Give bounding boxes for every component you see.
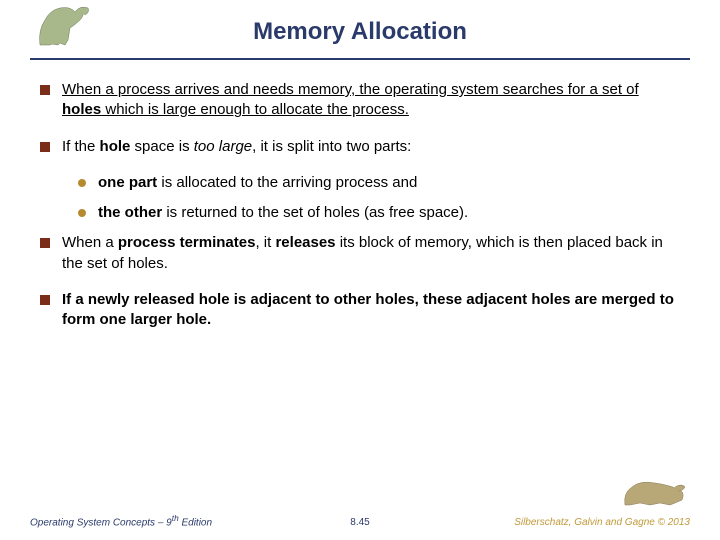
slide: Memory Allocation When a process arrives… xyxy=(0,0,720,540)
text-bold: process terminates xyxy=(118,234,256,251)
text-bold: one part xyxy=(98,174,157,191)
sub-bullet-item: one part is allocated to the arriving pr… xyxy=(78,173,680,193)
header: Memory Allocation xyxy=(30,0,690,60)
sub-bullet-text: the other is returned to the set of hole… xyxy=(98,203,680,223)
square-bullet-icon xyxy=(40,85,50,95)
text-span: is returned to the set of holes (as free… xyxy=(162,204,468,221)
bullet-item: When a process arrives and needs memory,… xyxy=(40,80,680,121)
square-bullet-icon xyxy=(40,295,50,305)
bullet-text: If a newly released hole is adjacent to … xyxy=(62,290,680,331)
footer-right-text: Silberschatz, Galvin and Gagne © 2013 xyxy=(514,517,690,528)
text-span: When a xyxy=(62,234,118,251)
dinosaur-left-icon xyxy=(30,0,100,50)
text-span: If the xyxy=(62,138,100,155)
bullet-text: When a process terminates, it releases i… xyxy=(62,233,680,274)
text-span: When a process arrives and needs memory,… xyxy=(62,81,639,98)
text-span: Edition xyxy=(179,517,212,528)
sub-bullet-item: the other is returned to the set of hole… xyxy=(78,203,680,223)
text-italic: too large xyxy=(194,138,252,155)
footer-left-text: Operating System Concepts – 9th Edition xyxy=(30,513,212,528)
bullet-text: When a process arrives and needs memory,… xyxy=(62,80,680,121)
text-sup: th xyxy=(172,513,179,523)
footer-page-number: 8.45 xyxy=(350,517,369,528)
text-span: is allocated to the arriving process and xyxy=(157,174,417,191)
content-area: When a process arrives and needs memory,… xyxy=(0,60,720,330)
text-bold: releases xyxy=(275,234,335,251)
dinosaur-right-icon xyxy=(620,465,690,510)
text-bold: hole xyxy=(100,138,131,155)
square-bullet-icon xyxy=(40,238,50,248)
text-span: Operating System Concepts – 9 xyxy=(30,517,172,528)
bullet-item: If a newly released hole is adjacent to … xyxy=(40,290,680,331)
text-span: , it xyxy=(255,234,275,251)
bullet-item: When a process terminates, it releases i… xyxy=(40,233,680,274)
dot-bullet-icon xyxy=(78,179,86,187)
square-bullet-icon xyxy=(40,142,50,152)
bullet-item: If the hole space is too large, it is sp… xyxy=(40,137,680,157)
footer: Operating System Concepts – 9th Edition … xyxy=(0,513,720,528)
dot-bullet-icon xyxy=(78,209,86,217)
text-span: space is xyxy=(130,138,193,155)
slide-title: Memory Allocation xyxy=(30,8,690,46)
text-span: , it is split into two parts: xyxy=(252,138,411,155)
text-bold: holes xyxy=(62,101,101,118)
text-span: which is large enough to allocate the pr… xyxy=(101,101,409,118)
bullet-text: If the hole space is too large, it is sp… xyxy=(62,137,680,157)
text-bold: the other xyxy=(98,204,162,221)
sub-bullet-text: one part is allocated to the arriving pr… xyxy=(98,173,680,193)
